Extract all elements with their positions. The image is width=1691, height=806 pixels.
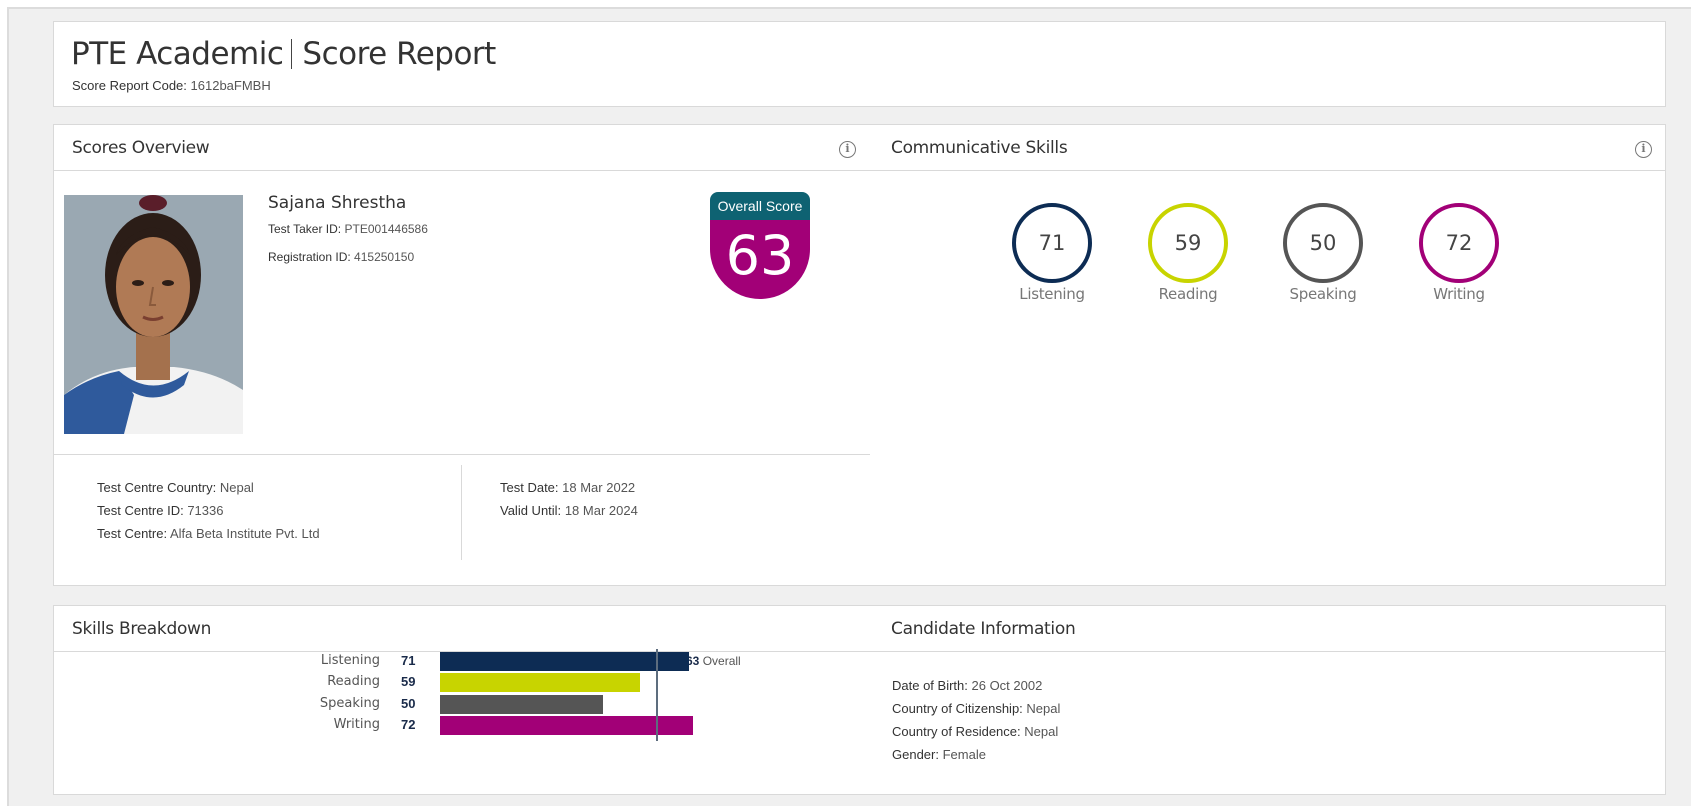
skills-breakdown-header: Skills Breakdown [54,606,875,652]
skill-label: Speaking [1289,285,1357,303]
gender-value: Female [942,747,986,762]
scores-overview-title: Scores Overview [72,138,210,158]
gender-label: Gender: [892,747,939,762]
skills-breakdown-panel: Skills Breakdown 63 Overall Listening 71 R… [53,605,876,795]
breakdown-bar-reading [440,673,640,692]
test-date-label: Test Date: [500,480,559,495]
breakdown-row-label: Reading [327,674,380,689]
test-centre-id-label: Test Centre ID: [97,503,184,518]
breakdown-bar-speaking [440,695,603,714]
skill-label: Reading [1158,285,1218,303]
breakdown-row-label: Speaking [319,696,380,711]
country-of-citizenship-value: Nepal [1026,701,1061,716]
overall-marker-line [655,649,658,741]
country-of-residence-value: Nepal [1024,724,1059,739]
skill-label: Listening [1019,285,1085,303]
test-centre-country-value: Nepal [219,480,254,495]
breakdown-row-label: Writing [333,717,380,732]
registration-id-label: Registration ID: [268,250,351,264]
info-icon[interactable]: i [1635,141,1652,158]
skill-score-ring: 50 [1283,203,1363,283]
score-report-code: Score Report Code: 1612baFMBH [72,78,271,93]
registration-id-value: 415250150 [354,250,415,264]
breakdown-row-score: 71 [401,653,416,668]
candidate-information-header: Candidate Information [875,606,1665,652]
date-of-birth-label: Date of Birth: [892,678,968,693]
skills-breakdown-title: Skills Breakdown [72,619,212,639]
candidate-information-panel: Candidate Information Date of Birth: 26 … [875,605,1666,795]
scores-overview-header: Scores Overview i [54,125,875,171]
skill-writing: 72 Writing [1419,203,1499,303]
candidate-name: Sajana Shrestha [268,193,407,213]
country-of-residence: Country of Residence: Nepal [892,724,1058,739]
overall-score-value: 63 [710,220,810,299]
communicative-skills-panel: Communicative Skills i 71 Listening 59 Read… [875,124,1666,586]
skill-score-ring: 59 [1148,203,1228,283]
overall-marker-label: 63 Overall [686,654,741,668]
candidate-photo-illustration [64,195,243,434]
report-name: Score Report [302,36,496,72]
test-centre-name-value: Alfa Beta Institute Pvt. Ltd [170,526,320,541]
skill-label: Writing [1433,285,1485,303]
valid-until-label: Valid Until: [500,503,562,518]
overall-score-label: Overall Score [710,192,810,220]
communicative-skills-header: Communicative Skills i [875,125,1665,171]
breakdown-bar-writing [440,716,693,735]
test-centre-name: Test Centre: Alfa Beta Institute Pvt. Lt… [97,526,320,541]
page-title: PTE Academic Score Report [71,36,496,72]
test-centre-id-value: 71336 [187,503,224,518]
country-of-citizenship: Country of Citizenship: Nepal [892,701,1060,716]
skill-speaking: 50 Speaking [1283,203,1363,303]
breakdown-bar-listening [440,652,689,671]
candidate-information-title: Candidate Information [891,619,1076,639]
skill-score-ring: 72 [1419,203,1499,283]
communicative-skills-title: Communicative Skills [891,138,1068,158]
overall-marker-text: Overall [702,654,741,668]
score-report-code-label: Score Report Code: [72,78,187,93]
test-date-value: 18 Mar 2022 [562,480,636,495]
report-header: PTE Academic Score Report Score Report Co… [53,21,1666,107]
country-of-citizenship-label: Country of Citizenship: [892,701,1023,716]
overall-marker-value: 63 [686,654,700,668]
overview-column-divider [461,465,462,560]
valid-until-value: 18 Mar 2024 [564,503,638,518]
candidate-photo [64,195,243,434]
test-centre-country-label: Test Centre Country: [97,480,217,495]
country-of-residence-label: Country of Residence: [892,724,1021,739]
scores-overview-panel: Scores Overview i Sajana Shrestha Test T… [53,124,876,586]
test-taker-id-value: PTE001446586 [344,222,428,236]
breakdown-row-score: 72 [401,717,416,732]
registration-id: Registration ID: 415250150 [268,250,414,264]
skill-score-ring: 71 [1012,203,1092,283]
overview-divider [54,454,870,455]
breakdown-row-score: 59 [401,674,416,689]
gender: Gender: Female [892,747,986,762]
date-of-birth: Date of Birth: 26 Oct 2002 [892,678,1042,693]
score-report-code-value: 1612baFMBH [190,78,271,93]
test-taker-id-label: Test Taker ID: [268,222,342,236]
test-centre-name-label: Test Centre: [97,526,168,541]
overall-score-badge: Overall Score 63 [710,192,810,299]
test-centre-id: Test Centre ID: 71336 [97,503,223,518]
date-of-birth-value: 26 Oct 2002 [971,678,1043,693]
info-icon[interactable]: i [839,141,856,158]
breakdown-row-score: 50 [401,696,416,711]
test-centre-country: Test Centre Country: Nepal [97,480,254,495]
test-taker-id: Test Taker ID: PTE001446586 [268,222,428,236]
skill-reading: 59 Reading [1148,203,1228,303]
breakdown-row-label: Listening [320,653,380,668]
title-separator [291,39,293,69]
skill-listening: 71 Listening [1012,203,1092,303]
product-name: PTE Academic [71,36,284,72]
test-date: Test Date: 18 Mar 2022 [500,480,635,495]
valid-until: Valid Until: 18 Mar 2024 [500,503,638,518]
